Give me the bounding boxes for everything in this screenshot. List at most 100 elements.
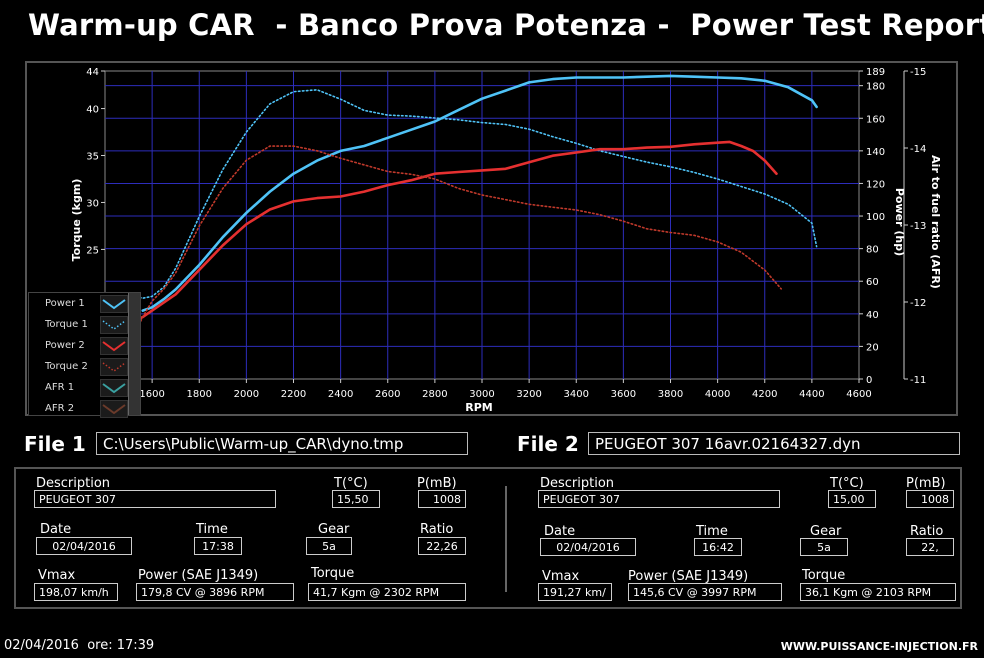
legend-scrollbar[interactable] [128, 293, 140, 415]
afr-tick-label: -12 [910, 298, 926, 309]
f1-temp-field[interactable]: 15,50 [332, 490, 380, 508]
f2-pressure-field[interactable]: 1008 [906, 490, 954, 508]
footer-datetime: 02/04/2016 ore: 17:39 [4, 638, 155, 653]
legend-swatch-stroke [102, 383, 126, 394]
x-tick-label: 1800 [187, 389, 212, 400]
legend-item-label: Torque 2 [45, 361, 88, 372]
f1-description-label: Description [36, 476, 111, 491]
f2-time-field[interactable]: 16:42 [694, 538, 742, 556]
report-title: Warm-up CAR - Banco Prova Potenza - Powe… [28, 8, 984, 42]
panel-divider [505, 486, 507, 592]
f1-ratio-field[interactable]: 22,26 [418, 537, 466, 555]
legend-swatch [100, 400, 128, 418]
x-tick-label: 2400 [328, 389, 353, 400]
x-axis-label: RPM [465, 401, 492, 414]
f2-date-field[interactable]: 02/04/2016 [540, 538, 636, 556]
f1-gear-label: Gear [318, 522, 350, 537]
y-right-tick-label: 100 [866, 212, 885, 223]
legend-swatch-line [102, 362, 126, 372]
file2-label: File 2 [517, 432, 579, 456]
f1-power-label: Power (SAE J1349) [138, 568, 259, 583]
series-torque-1 [134, 89, 818, 300]
f1-description-field[interactable]: PEUGEOT 307 [34, 490, 276, 508]
f2-power-label: Power (SAE J1349) [628, 569, 749, 584]
x-tick-label: 2000 [234, 389, 259, 400]
f2-gear-label: Gear [810, 524, 842, 539]
f2-ratio-label: Ratio [910, 524, 944, 539]
legend-swatch [100, 337, 128, 355]
f1-temp-label: T(°C) [334, 476, 368, 491]
y-right-tick-label: 60 [866, 277, 879, 288]
f1-time-field[interactable]: 17:38 [194, 537, 242, 555]
legend-swatch-line [102, 299, 126, 310]
file1-label: File 1 [24, 432, 86, 456]
f1-pressure-label: P(mB) [417, 476, 457, 491]
f2-temp-label: T(°C) [830, 476, 864, 491]
x-tick-label: 3600 [611, 389, 636, 400]
afr-tick-label: -11 [910, 375, 926, 386]
legend-item-power-1: Power 1 [29, 294, 141, 315]
f1-date-field[interactable]: 02/04/2016 [36, 537, 132, 555]
y-left-tick-label: 30 [86, 198, 99, 209]
f2-power-field[interactable]: 145,6 CV @ 3997 RPM [628, 583, 782, 601]
series-torque-2 [134, 145, 783, 333]
x-tick-label: 3400 [564, 389, 589, 400]
y-right-tick-label: 0 [866, 375, 872, 386]
y-left-tick-label: 40 [86, 105, 99, 116]
legend-item-label: AFR 2 [45, 403, 75, 414]
file2-path-field[interactable]: PEUGEOT 307 16avr.02164327.dyn [588, 432, 960, 455]
legend-swatch-stroke [102, 362, 126, 372]
f1-gear-field[interactable]: 5a [306, 537, 352, 555]
legend-item-afr-2: AFR 2 [29, 399, 141, 420]
y-right-tick-label: 40 [866, 310, 879, 321]
legend-swatch [100, 379, 128, 397]
footer-website: WWW.PUISSANCE-INJECTION.FR [780, 640, 978, 653]
y-right-tick-label: 140 [866, 147, 885, 158]
legend-swatch-stroke [102, 320, 126, 330]
y-right-tick-label: 189 [866, 67, 885, 78]
f2-date-label: Date [544, 524, 576, 539]
legend-item-label: Torque 1 [45, 319, 88, 330]
afr-tick-label: -13 [910, 221, 926, 232]
y-right-tick-label: 180 [866, 82, 885, 93]
f2-vmax-field[interactable]: 191,27 km/ [538, 583, 612, 601]
f1-torque-field[interactable]: 41,7 Kgm @ 2302 RPM [308, 583, 466, 601]
f2-pressure-label: P(mB) [906, 476, 946, 491]
legend-swatch-stroke [102, 341, 126, 352]
legend-swatch-stroke [102, 299, 126, 310]
f2-description-label: Description [540, 476, 615, 491]
f1-vmax-label: Vmax [38, 568, 76, 583]
chart-frame [25, 61, 958, 416]
legend-item-label: Power 1 [45, 298, 85, 309]
f2-temp-field[interactable]: 15,00 [828, 490, 876, 508]
f1-time-label: Time [196, 522, 228, 537]
f1-power-field[interactable]: 179,8 CV @ 3896 RPM [136, 583, 294, 601]
f2-gear-field[interactable]: 5a [800, 538, 848, 556]
series-power-1 [141, 74, 818, 312]
afr-tick-label: -14 [910, 144, 926, 155]
legend-swatch-line [102, 404, 126, 415]
x-tick-label: 4600 [846, 389, 871, 400]
test-details-panel [14, 467, 962, 609]
chart-grid [104, 70, 860, 380]
x-tick-label: 3000 [469, 389, 494, 400]
f2-time-label: Time [696, 524, 728, 539]
f2-description-field[interactable]: PEUGEOT 307 [538, 490, 780, 508]
dyno-chart: 1600 1800 2000 2200 2400 2600 2800 3000 3200 3400… [70, 67, 942, 414]
legend-swatch-stroke [102, 404, 126, 415]
file1-path-field[interactable]: C:\Users\Public\Warm-up_CAR\dyno.tmp [96, 432, 468, 455]
f2-torque-field[interactable]: 36,1 Kgm @ 2103 RPM [800, 583, 956, 601]
legend-item-label: AFR 1 [45, 382, 75, 393]
f1-pressure-field[interactable]: 1008 [418, 490, 466, 508]
chart-legend: Power 1 Torque 1 Power 2 Torque 2 AFR 1 AFR 2 [28, 292, 141, 418]
f2-ratio-field[interactable]: 22, [906, 538, 954, 556]
f1-vmax-field[interactable]: 198,07 km/h [34, 583, 118, 601]
y-right-tick-label: 80 [866, 245, 879, 256]
f1-torque-label: Torque [311, 566, 355, 581]
afr-tick-label: -15 [910, 67, 926, 78]
x-tick-label: 4400 [799, 389, 824, 400]
f2-torque-label: Torque [802, 568, 846, 583]
y-right-tick-label: 160 [866, 114, 885, 125]
y-axis-right-label: Power (hp) [893, 188, 906, 256]
legend-item-afr-1: AFR 1 [29, 378, 141, 399]
